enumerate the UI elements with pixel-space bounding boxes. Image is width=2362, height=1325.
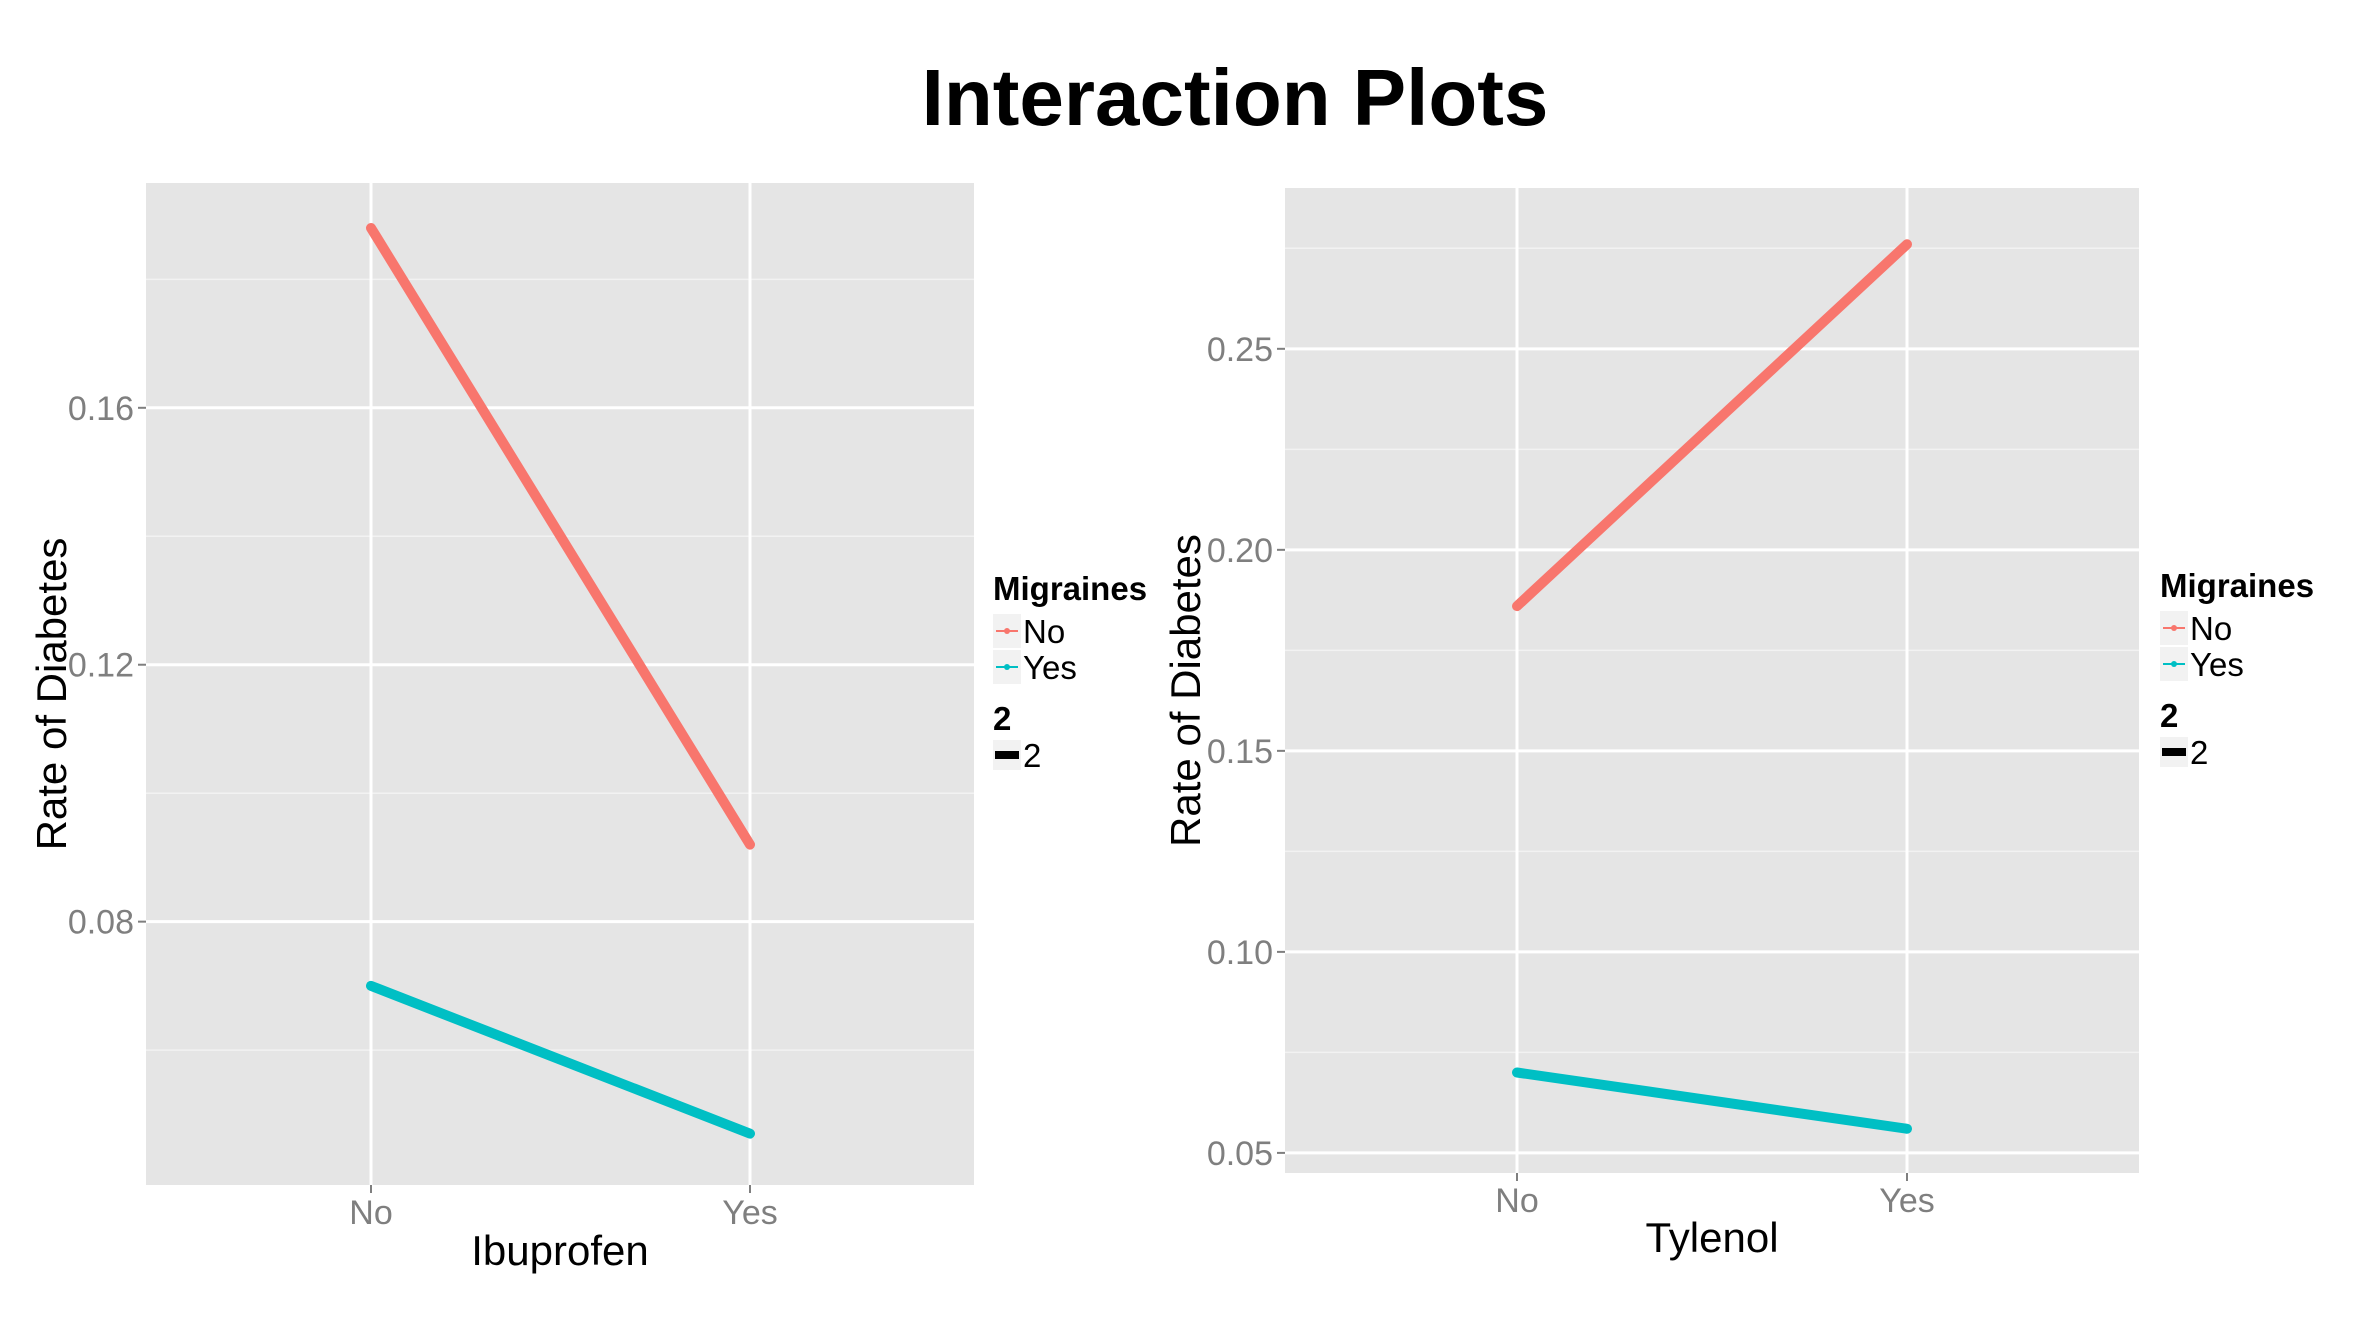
size-legend-title: 2 bbox=[993, 700, 1011, 737]
legend-label: Yes bbox=[1023, 649, 1077, 686]
size-legend-label: 2 bbox=[1023, 737, 1041, 774]
x-axis-title: Ibuprofen bbox=[471, 1227, 648, 1274]
legend-key-point bbox=[1004, 628, 1010, 634]
x-axis-title: Tylenol bbox=[1645, 1214, 1778, 1261]
size-legend-label: 2 bbox=[2190, 734, 2208, 771]
legend-title: Migraines bbox=[2160, 567, 2314, 604]
plot-panel bbox=[146, 183, 974, 1185]
y-tick-label: 0.12 bbox=[68, 647, 134, 685]
x-tick-label: No bbox=[1495, 1182, 1538, 1220]
series-line-no bbox=[366, 222, 755, 850]
y-axis-title: Rate of Diabetes bbox=[28, 538, 75, 851]
legend-key-point bbox=[2171, 661, 2177, 667]
x-tick-label: Yes bbox=[722, 1194, 777, 1232]
y-axis-title: Rate of Diabetes bbox=[1162, 534, 1209, 847]
page-title: Interaction Plots bbox=[921, 53, 1549, 142]
series-line-yes bbox=[366, 980, 755, 1139]
series-line-no bbox=[1512, 239, 1912, 612]
legend-label: Yes bbox=[2190, 646, 2244, 683]
y-tick-label: 0.15 bbox=[1207, 733, 1273, 771]
y-tick-label: 0.20 bbox=[1207, 532, 1273, 570]
x-tick-label: No bbox=[349, 1194, 392, 1232]
x-tick-label: Yes bbox=[1879, 1182, 1934, 1220]
legend-label: No bbox=[2190, 610, 2232, 647]
y-tick-label: 0.16 bbox=[68, 390, 134, 428]
y-tick-label: 0.10 bbox=[1207, 934, 1273, 972]
y-tick-label: 0.25 bbox=[1207, 331, 1273, 369]
legend-key-point bbox=[2171, 625, 2177, 631]
y-tick-label: 0.05 bbox=[1207, 1135, 1273, 1173]
legend-key-point bbox=[1004, 664, 1010, 670]
y-tick-label: 0.08 bbox=[68, 904, 134, 942]
size-legend-title: 2 bbox=[2160, 697, 2178, 734]
series-line-yes bbox=[1512, 1067, 1912, 1134]
legend-label: No bbox=[1023, 613, 1065, 650]
plot-panel bbox=[1285, 188, 2139, 1173]
legend-title: Migraines bbox=[993, 570, 1147, 607]
